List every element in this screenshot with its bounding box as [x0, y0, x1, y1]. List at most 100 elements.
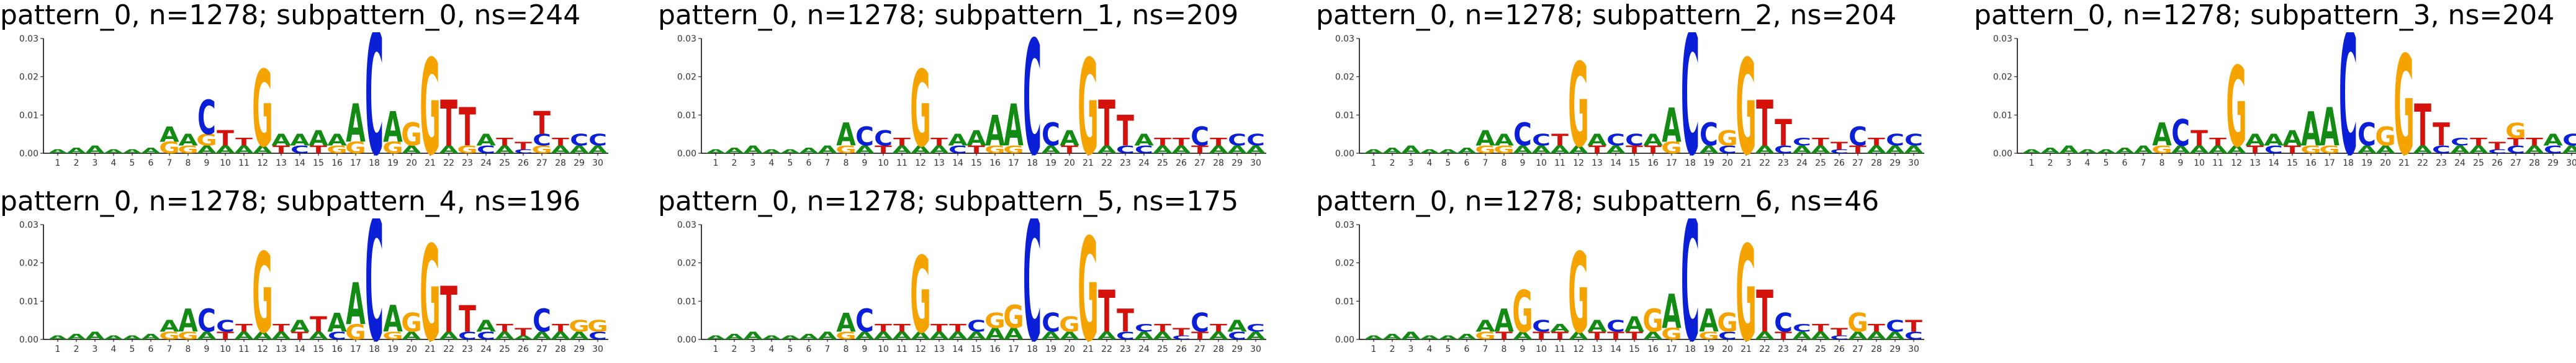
x-tick-label: 9 [862, 344, 868, 354]
logo-panel: pattern_0, n=1278; subpattern_1, ns=209 0… [658, 0, 1316, 177]
logo-letter-A: A [2115, 146, 2135, 156]
x-tick-label: 16 [2305, 158, 2317, 168]
logo-letter-A: A [141, 146, 161, 156]
x-tick-label: 24 [480, 158, 492, 168]
logo-letter-A: A [762, 334, 781, 341]
panel-title: pattern_0, n=1278; subpattern_6, ns=46 [1316, 186, 1880, 217]
logo-letter-A: A [1587, 317, 1607, 335]
logo-letter-A: A [402, 330, 421, 343]
logo-letter-A: A [873, 330, 893, 343]
logo-letter-A: A [1457, 333, 1477, 342]
x-tick-label: 27 [1194, 158, 1205, 168]
logo-letter-C: C [2358, 116, 2376, 153]
logo-letter-T: T [1117, 107, 1134, 156]
x-tick-label: 30 [2566, 158, 2576, 168]
x-tick-label: 27 [536, 344, 547, 354]
logo-letter-T: T [930, 322, 948, 334]
x-tick-label: 13 [934, 344, 945, 354]
logo-letter-T: T [1210, 322, 1228, 334]
logo-letter-G: G [1059, 312, 1079, 337]
logo-letter-A: A [495, 144, 515, 156]
logo-letter-A: A [104, 148, 124, 155]
logo-letter-G: G [382, 330, 403, 343]
x-tick-label: 7 [1483, 158, 1488, 168]
y-tick-label: 0.03 [677, 220, 696, 230]
logo-letter-T: T [1831, 326, 1849, 339]
logo-letter-C: C [1116, 144, 1135, 156]
logo-letter-A: A [1171, 144, 1191, 156]
y-tick-label: 0.03 [1335, 34, 1354, 44]
logo-letter-A: A [836, 116, 856, 153]
x-tick-label: 7 [825, 158, 831, 168]
logo-letter-T: T [1495, 330, 1513, 343]
logo-letter-G: G [1078, 32, 1098, 175]
logo-letter-A: A [2078, 148, 2097, 155]
logo-letter-A: A [1004, 92, 1024, 159]
logo-letter-G: G [178, 144, 198, 156]
y-tick-label: 0.00 [1993, 149, 2012, 159]
y-tick-label: 0.01 [677, 110, 696, 120]
logo-letter-A: A [1755, 144, 1775, 156]
x-tick-label: 26 [1834, 344, 1845, 354]
logo-letter-A: A [2264, 131, 2284, 149]
x-tick-label: 13 [1592, 158, 1603, 168]
logo-letter-A: A [1364, 334, 1384, 341]
logo-letter-A: A [2543, 131, 2563, 149]
y-tick-label: 0.01 [19, 297, 38, 307]
logo-letter-G: G [1661, 139, 1682, 157]
logo-letter-A: A [1811, 330, 1831, 343]
logo-letter-A: A [495, 330, 515, 343]
x-tick-label: 22 [2417, 158, 2428, 168]
x-tick-label: 24 [480, 344, 492, 354]
logo-letter-C: C [1681, 32, 1700, 175]
logo-letter-G: G [1736, 32, 1756, 175]
x-tick-label: 12 [1573, 344, 1584, 354]
y-tick-label: 0.02 [677, 259, 696, 269]
x-tick-label: 14 [1610, 158, 1621, 168]
logo-letter-A: A [1227, 317, 1247, 335]
logo-letter-T: T [968, 144, 986, 156]
x-tick-label: 8 [186, 158, 191, 168]
logo-letter-A: A [197, 144, 217, 156]
logo-letter-A: A [2562, 144, 2576, 156]
logo-letter-C: C [197, 302, 216, 339]
logo-letter-A: A [2227, 144, 2246, 156]
logo-letter-C: C [1774, 144, 1793, 156]
panel-title: pattern_0, n=1278; subpattern_2, ns=204 [1316, 0, 1897, 31]
logo-letter-C: C [533, 302, 551, 339]
x-tick-label: 29 [2547, 158, 2559, 168]
x-tick-label: 5 [1446, 344, 1451, 354]
logo-letter-T: T [2414, 92, 2431, 159]
x-tick-label: 3 [2066, 158, 2072, 168]
sequence-logo-plot: 0.000.010.020.031A2A3A4A5A6A7A8GA9AC10AT… [1993, 32, 2576, 175]
x-tick-label: 19 [1045, 344, 1056, 354]
logo-letter-G: G [401, 307, 421, 338]
x-tick-label: 18 [369, 158, 380, 168]
logo-letter-T: T [440, 87, 457, 161]
logo-letter-A: A [1420, 334, 1439, 341]
logo-letter-C: C [1700, 116, 1718, 153]
logo-letter-G: G [910, 235, 930, 357]
x-tick-label: 25 [1815, 158, 1826, 168]
y-tick-label: 0.01 [1335, 110, 1354, 120]
y-tick-label: 0.03 [19, 220, 38, 230]
x-tick-label: 11 [238, 344, 250, 354]
x-tick-label: 13 [1592, 344, 1603, 354]
x-tick-label: 12 [1573, 158, 1584, 168]
x-tick-label: 24 [2454, 158, 2466, 168]
panel-title: pattern_0, n=1278; subpattern_5, ns=175 [658, 186, 1239, 217]
x-tick-label: 5 [2104, 158, 2109, 168]
logo-letter-T: T [2284, 144, 2302, 156]
x-tick-label: 7 [167, 344, 173, 354]
logo-letter-A: A [48, 148, 68, 155]
logo-letter-T: T [459, 97, 476, 158]
logo-letter-A: A [1457, 146, 1477, 156]
x-tick-label: 4 [769, 344, 775, 354]
logo-letter-G: G [159, 139, 179, 157]
logo-letter-G: G [587, 317, 608, 335]
logo-letter-T: T [1210, 136, 1228, 148]
x-tick-label: 2 [1390, 158, 1395, 168]
x-tick-label: 29 [1889, 158, 1901, 168]
logo-letter-A: A [1364, 148, 1384, 155]
logo-letter-G: G [1475, 144, 1495, 156]
